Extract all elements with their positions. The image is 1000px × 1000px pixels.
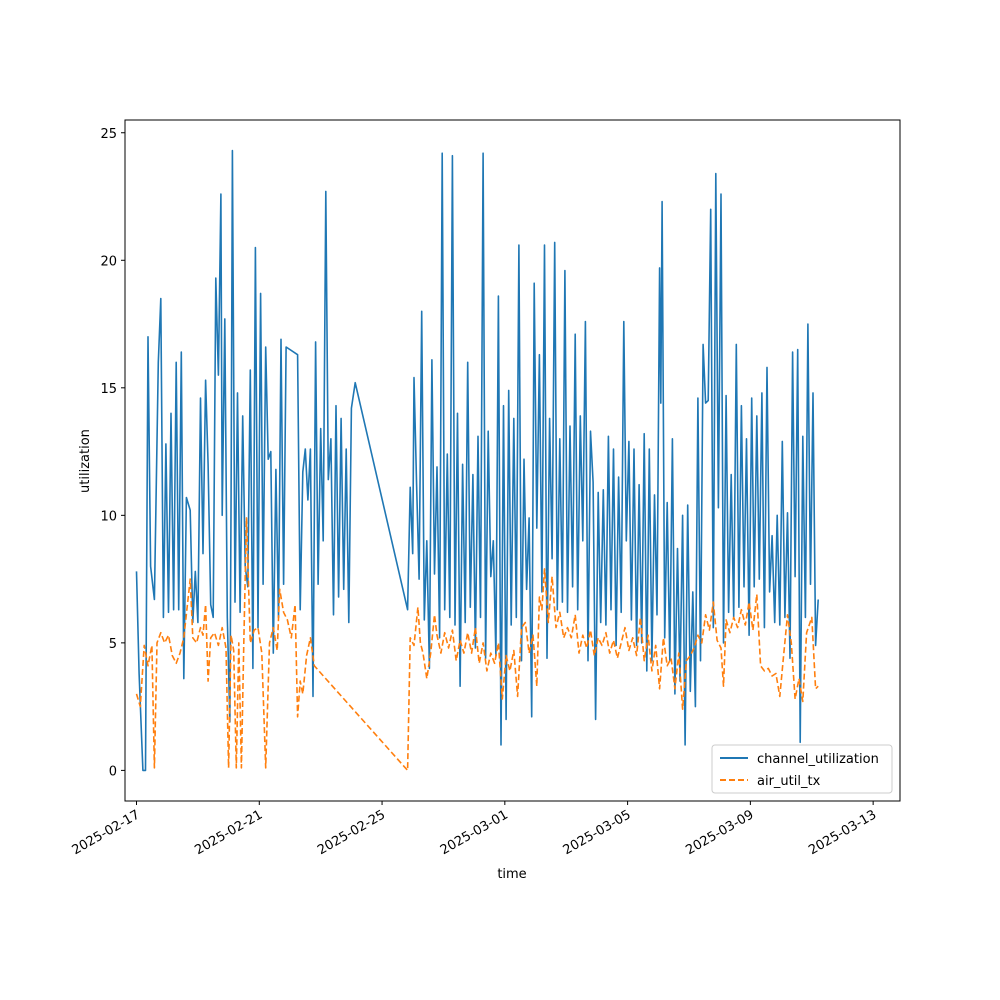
x-tick-label: 2025-02-25 [315,807,388,858]
x-tick-label: 2025-03-01 [438,807,511,858]
series-line-air-util-tx [135,517,819,772]
x-tick-label: 2025-03-09 [683,807,756,858]
x-axis: 2025-02-17 2025-02-21 2025-02-25 2025-03-01… [70,801,879,858]
y-tick-label: 0 [109,764,117,779]
x-tick-label: 2025-02-21 [192,807,265,858]
y-axis-label: utilization [78,429,93,493]
y-tick-label: 25 [100,127,117,142]
legend-box [711,744,893,794]
axes-frame [124,119,901,802]
x-axis-label: time [497,867,526,882]
y-tick-label: 15 [100,382,117,397]
plot-area [135,149,819,772]
series-line-channel-utilization [135,149,819,772]
x-tick-label: 2025-03-13 [806,807,879,858]
legend-label-air-util-tx: air_util_tx [757,774,821,789]
y-tick-label: 10 [100,509,117,524]
x-tick-label: 2025-03-05 [561,807,634,858]
y-axis: 0 5 10 15 20 25 [100,127,125,779]
y-tick-label: 20 [100,254,117,269]
x-tick-label: 2025-02-17 [70,807,143,858]
legend: channel_utilization air_util_tx [711,744,893,794]
legend-label-channel-utilization: channel_utilization [757,752,879,767]
y-tick-label: 5 [109,637,117,652]
